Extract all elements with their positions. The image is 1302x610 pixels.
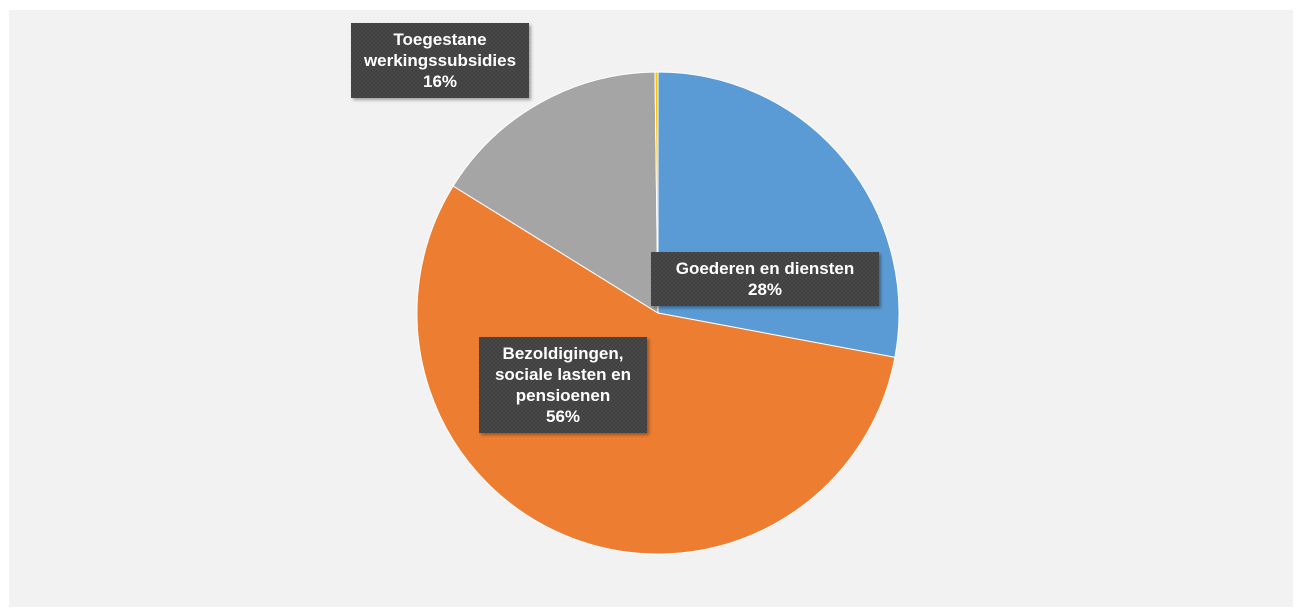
data-label-text: Toegestane (393, 30, 486, 49)
data-label-1: Bezoldigingen, sociale lasten en pensioene… (479, 337, 647, 433)
pie-slice-0 (657, 71, 900, 358)
data-label-text: werkingssubsidies (363, 51, 516, 70)
data-label-0: Goederen en diensten 28% (651, 252, 879, 306)
data-label-2: Toegestane werkingssubsidies 16% (351, 23, 529, 98)
data-label-text: 28% (748, 280, 782, 299)
data-label-text: 16% (423, 72, 457, 91)
data-label-box (651, 252, 879, 306)
data-label-text: pensioenen (516, 386, 610, 405)
data-labels: Goederen en diensten 28% Bezoldigingen, soc… (351, 23, 879, 433)
pie-slice-1 (416, 185, 896, 555)
data-label-text: 56% (546, 407, 580, 426)
data-label-text: Goederen en diensten (676, 259, 855, 278)
chart-area: Goederen en diensten 28% Bezoldigingen, soc… (9, 10, 1293, 607)
data-label-box (479, 337, 647, 433)
data-label-text: Bezoldigingen, (503, 344, 624, 363)
data-label-text: sociale lasten en (495, 365, 631, 384)
pie-slice-2 (452, 71, 659, 314)
data-label-box (351, 23, 529, 98)
pie-chart: Goederen en diensten 28% Bezoldigingen, soc… (351, 23, 900, 555)
pie-slices (416, 71, 900, 555)
